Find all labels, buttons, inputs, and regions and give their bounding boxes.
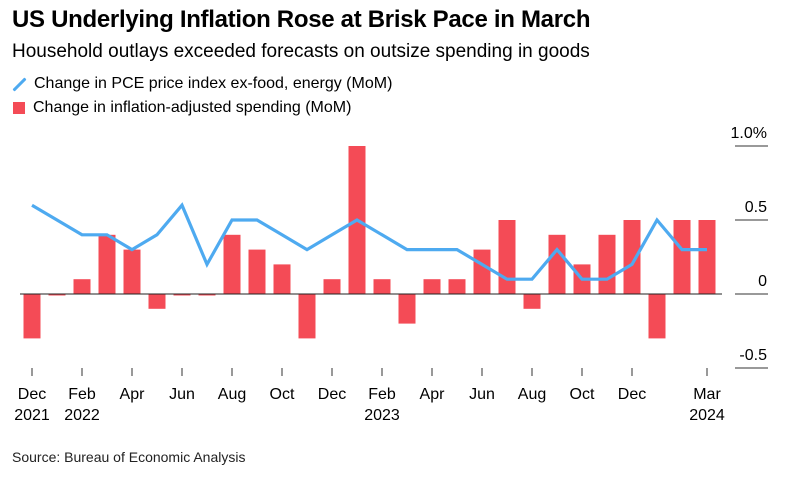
x-tick-label: Mar	[693, 386, 721, 403]
bar-series	[23, 146, 716, 339]
x-tick-year-label: 2023	[364, 407, 400, 424]
spending-bar	[223, 234, 241, 294]
x-tick-label: Aug	[518, 386, 546, 403]
spending-bar	[473, 249, 491, 294]
y-tick-label: 0	[758, 273, 767, 290]
spending-bar	[673, 220, 691, 294]
x-tick-label: Jun	[169, 386, 195, 403]
spending-bar	[98, 234, 116, 294]
x-tick-label: Dec	[618, 386, 646, 403]
x-tick-year-label: 2021	[14, 407, 50, 424]
x-tick-label: Apr	[420, 386, 446, 403]
spending-bar	[323, 279, 341, 294]
x-tick-label: Apr	[120, 386, 146, 403]
x-tick-label: Oct	[270, 386, 295, 403]
spending-bar	[198, 294, 216, 296]
spending-bar	[498, 220, 516, 294]
x-axis: Dec 2021 Feb 2022 Apr Jun Aug Oct Dec Feb 2023 Apr J…	[14, 368, 725, 424]
x-tick-label: Dec	[318, 386, 346, 403]
spending-bar	[698, 220, 716, 294]
legend-item-pce: Change in PCE price index ex-food, energ…	[12, 75, 392, 93]
y-tick-label: 0.5	[745, 199, 767, 216]
x-tick-label: Jun	[469, 386, 495, 403]
x-tick-label: Feb	[68, 386, 96, 403]
spending-bar	[48, 294, 66, 296]
spending-bar	[448, 279, 466, 294]
pce-line-series	[31, 202, 707, 281]
legend-square-icon	[13, 102, 25, 114]
spending-bar	[23, 294, 41, 339]
legend-label-pce: Change in PCE price index ex-food, energ…	[34, 75, 393, 92]
spending-bar	[248, 249, 266, 294]
spending-bar	[548, 234, 566, 294]
spending-bar	[598, 234, 616, 294]
chart-subtitle: Household outlays exceeded forecasts on …	[12, 41, 590, 62]
spending-bar	[148, 294, 166, 309]
x-tick-label: Oct	[570, 386, 595, 403]
source-note: Source: Bureau of Economic Analysis	[12, 449, 246, 465]
spending-bar	[398, 294, 416, 324]
spending-bar	[123, 249, 141, 294]
spending-bar	[523, 294, 541, 309]
y-tick-label: 1.0%	[731, 125, 767, 142]
spending-bar	[373, 279, 391, 294]
x-tick-label: Feb	[368, 386, 396, 403]
y-tick-label: -0.5	[739, 347, 767, 364]
x-tick-year-label: 2024	[689, 407, 725, 424]
spending-bar	[648, 294, 666, 339]
spending-bar	[623, 220, 641, 294]
x-tick-label: Dec	[18, 386, 46, 403]
spending-bar	[173, 294, 191, 296]
spending-bar	[298, 294, 316, 339]
legend-item-spending: Change in inflation-adjusted spending (M…	[12, 99, 351, 117]
spending-bar	[273, 264, 291, 294]
spending-bar	[73, 279, 91, 294]
x-tick-year-label: 2022	[64, 407, 100, 424]
y-axis: 1.0% 0.5 0 -0.5	[731, 125, 768, 369]
x-tick-label: Aug	[218, 386, 246, 403]
legend-label-spending: Change in inflation-adjusted spending (M…	[33, 99, 352, 116]
spending-bar	[423, 279, 441, 294]
chart-title: US Underlying Inflation Rose at Brisk Pa…	[12, 6, 591, 33]
